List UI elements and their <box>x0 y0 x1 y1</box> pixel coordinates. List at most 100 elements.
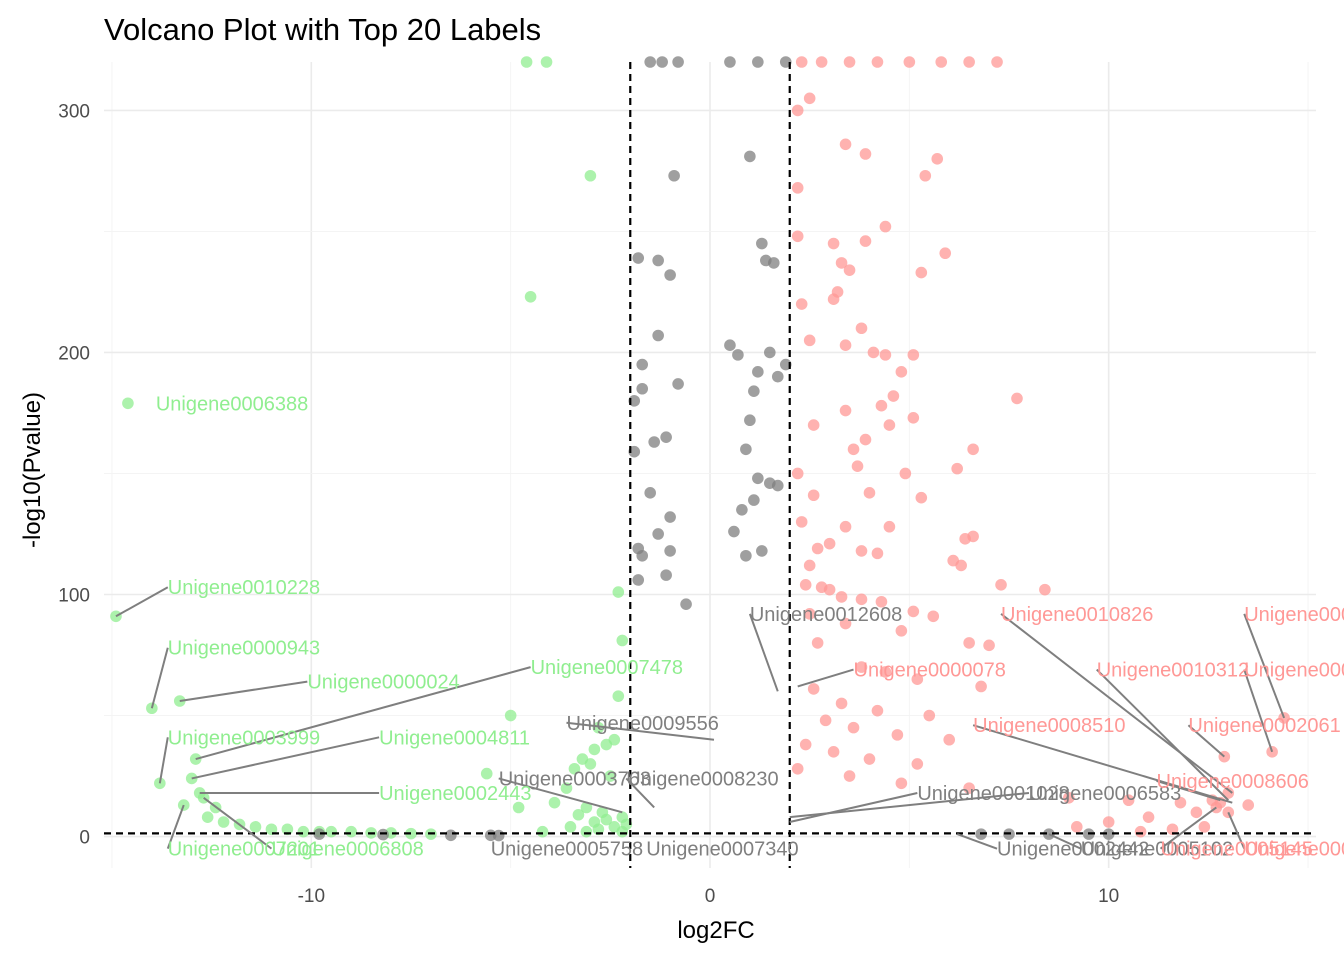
data-point <box>871 56 884 68</box>
data-point <box>839 339 852 351</box>
data-point <box>771 370 784 383</box>
data-point <box>835 591 848 603</box>
data-point <box>664 511 676 523</box>
data-point <box>871 704 884 717</box>
data-point <box>632 252 645 264</box>
gene-label: Unigene0008606 <box>1157 771 1309 793</box>
y-tick-label: 300 <box>58 101 90 122</box>
data-point <box>855 593 868 606</box>
data-point <box>1011 392 1023 405</box>
data-point <box>855 322 868 335</box>
data-point <box>1222 787 1235 799</box>
data-point <box>859 433 872 446</box>
gene-label: Unigene0007478 <box>531 657 683 679</box>
data-point <box>377 828 389 841</box>
gene-label: Unigene0002442 <box>997 839 1149 861</box>
gene-label: Unigene0004811 <box>379 727 530 749</box>
data-point <box>297 825 310 838</box>
data-point <box>995 579 1007 591</box>
data-point <box>1190 806 1203 819</box>
gene-label: Unigene0000078 <box>854 660 1006 682</box>
data-point <box>879 349 892 361</box>
data-point <box>604 770 617 782</box>
data-point <box>672 378 684 390</box>
data-point <box>584 169 597 182</box>
data-point <box>744 414 756 427</box>
data-point <box>748 494 760 506</box>
gene-label: Unigene0010228 <box>168 577 320 599</box>
gene-label: Unigene0010312 <box>1097 660 1249 682</box>
gene-label: Unigene0000943 <box>168 638 320 660</box>
data-point <box>959 533 971 545</box>
label-segment <box>1048 833 1082 850</box>
data-point <box>883 520 896 533</box>
data-point <box>756 545 768 557</box>
label-segment <box>203 797 273 850</box>
data-point <box>724 339 736 351</box>
data-point <box>895 777 908 790</box>
data-point <box>732 349 744 361</box>
label-segment <box>1156 779 1221 802</box>
gene-label: Unigene0003999 <box>168 727 320 749</box>
gene-label: Unigene0005102 <box>1081 839 1233 861</box>
data-point <box>795 298 808 310</box>
gene-label: Unigene0006870 <box>1244 839 1344 861</box>
data-point <box>1166 823 1179 836</box>
data-point <box>1198 821 1211 833</box>
data-point <box>249 821 262 833</box>
data-point <box>823 537 836 550</box>
data-point <box>560 782 573 794</box>
data-point <box>636 358 649 371</box>
data-point <box>744 150 756 163</box>
data-point <box>827 293 840 306</box>
label-segment <box>748 613 779 692</box>
data-point <box>963 637 975 649</box>
data-point <box>756 237 768 250</box>
data-point <box>907 605 920 618</box>
data-point <box>803 559 816 572</box>
data-point <box>592 823 605 836</box>
gene-label: Unigene0000024 <box>307 672 459 694</box>
label-segment <box>195 666 531 761</box>
data-point <box>752 366 764 378</box>
data-point <box>895 366 908 378</box>
data-point <box>975 680 987 693</box>
x-tick-label: -10 <box>298 886 325 907</box>
data-point <box>1122 794 1135 807</box>
data-point <box>1222 806 1235 819</box>
data-point <box>871 547 884 560</box>
data-point <box>524 290 537 303</box>
data-point <box>480 767 493 780</box>
data-point <box>803 334 816 347</box>
data-point <box>325 825 338 838</box>
data-point <box>740 549 752 562</box>
data-point <box>891 729 904 741</box>
data-point <box>636 549 649 562</box>
data-point <box>1070 821 1083 833</box>
data-point <box>843 56 856 68</box>
data-point <box>612 690 625 702</box>
data-point <box>504 709 517 722</box>
data-point <box>612 586 625 598</box>
data-point <box>923 709 936 722</box>
data-points <box>110 56 1290 842</box>
data-point <box>907 349 920 361</box>
data-point <box>839 520 852 533</box>
label-segment <box>1243 669 1274 753</box>
data-point <box>859 148 872 160</box>
data-point <box>991 56 1003 68</box>
gene-label: Unigene0012608 <box>750 604 902 626</box>
data-point <box>895 624 908 637</box>
data-point <box>827 237 840 250</box>
data-point <box>851 460 864 473</box>
gene-label: Unigene0005145 <box>1161 839 1313 861</box>
gene-label: Unigene0006637 <box>1244 660 1344 682</box>
data-point <box>265 823 278 836</box>
data-point <box>736 503 748 516</box>
data-point <box>843 770 856 782</box>
data-point <box>445 829 457 842</box>
data-point <box>947 554 959 567</box>
label-segment <box>566 721 715 741</box>
data-point <box>967 443 979 456</box>
data-point <box>867 346 880 359</box>
